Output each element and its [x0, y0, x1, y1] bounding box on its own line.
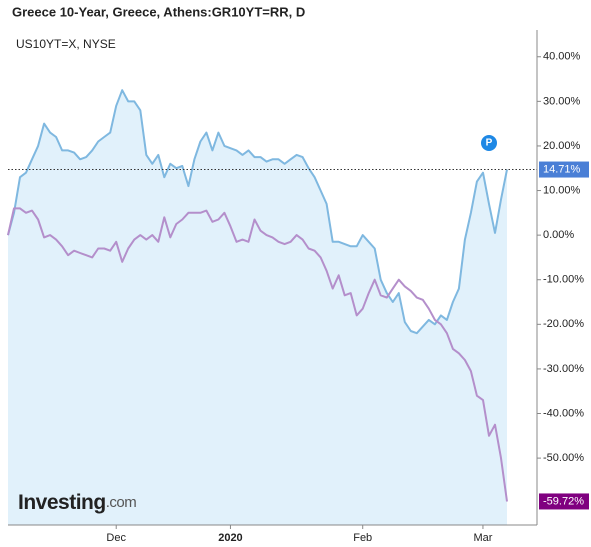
logo-suffix: .com	[106, 494, 137, 511]
value-label: -59.72%	[543, 495, 584, 507]
y-tick-label: 40.00%	[543, 51, 581, 63]
y-tick-label: -20.00%	[543, 318, 584, 330]
y-tick-label: -30.00%	[543, 363, 584, 375]
y-tick-label: 30.00%	[543, 95, 581, 107]
y-tick-label: 20.00%	[543, 140, 581, 152]
y-tick-label: -40.00%	[543, 407, 584, 419]
line	[7, 207, 508, 502]
x-tick-label: Feb	[353, 532, 372, 544]
y-tick-label: -50.00%	[543, 452, 584, 464]
chart-title: Greece 10-Year, Greece, Athens:GR10YT=RR…	[12, 4, 305, 19]
y-tick-label: -10.00%	[543, 274, 584, 286]
area	[8, 90, 507, 525]
line	[7, 89, 508, 335]
value-badge	[539, 493, 589, 510]
logo-name: Investing	[18, 491, 106, 514]
y-tick-label: 0.00%	[543, 229, 574, 241]
y-tick-label: 10.00%	[543, 184, 581, 196]
logo: Investing.com	[18, 491, 136, 514]
value-badge	[539, 161, 589, 178]
event-marker	[481, 135, 497, 151]
chart-subtitle: US10YT=X, NYSE	[16, 37, 116, 51]
x-tick-label: Mar	[473, 532, 492, 544]
x-tick-label: Dec	[106, 532, 126, 544]
plot-area	[8, 90, 507, 525]
value-label: 14.71%	[543, 163, 581, 175]
x-tick-label: 2020	[218, 532, 242, 544]
event-marker-label: P	[486, 138, 493, 149]
